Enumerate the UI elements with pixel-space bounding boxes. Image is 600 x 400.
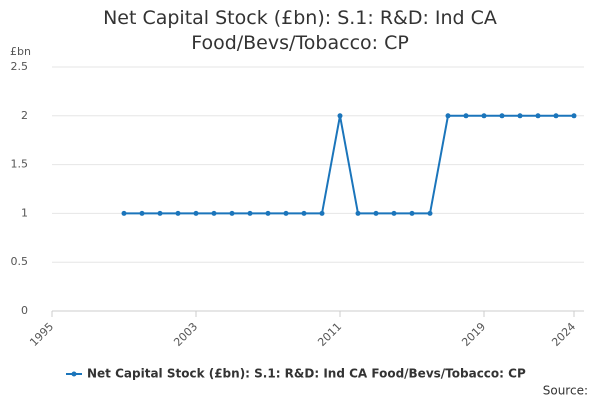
- y-tick-label: 0: [21, 304, 28, 317]
- x-tick-label: 2011: [315, 320, 344, 349]
- data-point: [139, 210, 145, 216]
- y-axis-label: £bn: [10, 45, 31, 58]
- series-line: [124, 114, 574, 215]
- data-point: [445, 113, 451, 119]
- data-point: [571, 113, 577, 119]
- data-point: [553, 113, 559, 119]
- data-point: [247, 210, 253, 216]
- data-point: [265, 210, 271, 216]
- data-point: [499, 113, 505, 119]
- data-point: [373, 210, 379, 216]
- data-point: [193, 210, 199, 216]
- data-point: [391, 210, 397, 216]
- data-point: [301, 210, 307, 216]
- y-tick-label: 1.5: [11, 158, 29, 171]
- y-tick-label: 0.5: [11, 255, 29, 268]
- data-point: [283, 210, 289, 216]
- x-tick-label: 2019: [459, 320, 488, 349]
- y-tick-label: 1: [21, 206, 28, 219]
- legend-label: Net Capital Stock (£bn): S.1: R&D: Ind C…: [87, 367, 526, 381]
- x-tick-label: 2003: [171, 320, 200, 349]
- y-tick-label: 2.5: [11, 60, 29, 73]
- data-point: [427, 210, 433, 216]
- data-point: [121, 210, 127, 216]
- data-point: [229, 210, 235, 216]
- y-tick-label: 2: [21, 109, 28, 122]
- data-point: [175, 210, 181, 216]
- chart-title: Net Capital Stock (£bn): S.1: R&D: Ind C…: [103, 7, 497, 54]
- x-tick-label: 2024: [549, 320, 578, 349]
- data-point: [211, 210, 217, 216]
- data-point: [535, 113, 541, 119]
- x-tick-label: 1995: [27, 320, 56, 349]
- source: Source:: [543, 384, 588, 398]
- data-point: [409, 210, 415, 216]
- data-point: [337, 113, 343, 119]
- data-point: [517, 113, 523, 119]
- data-point: [463, 113, 469, 119]
- data-point: [319, 210, 325, 216]
- legend-marker: [71, 371, 77, 377]
- data-point: [481, 113, 487, 119]
- data-point: [157, 210, 163, 216]
- data-point: [355, 210, 361, 216]
